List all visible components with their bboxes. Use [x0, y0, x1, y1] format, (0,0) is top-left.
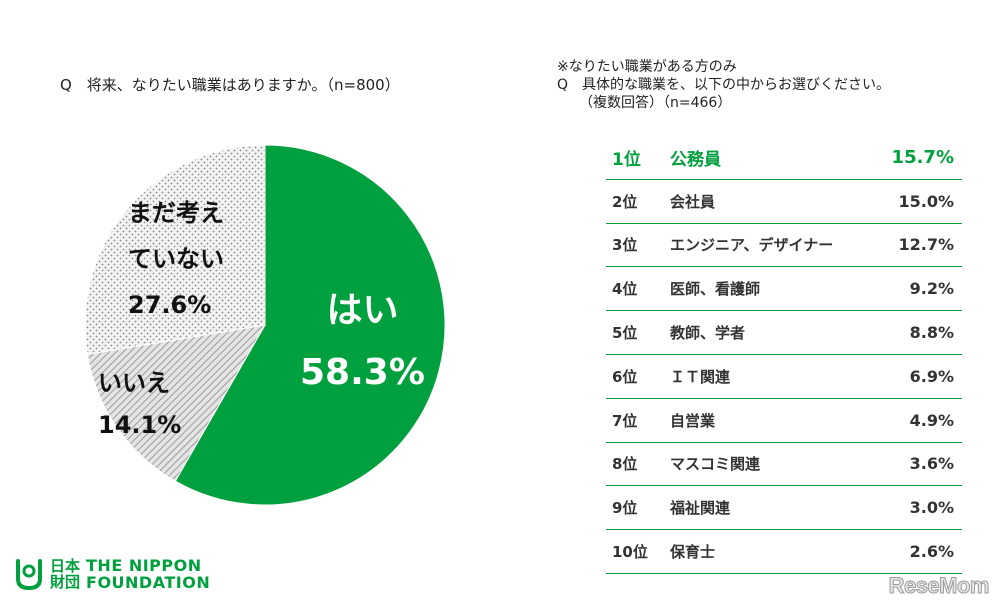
pie-label-yes: はい 58.3% [300, 280, 425, 404]
ranking-job: 公務員 [670, 149, 721, 170]
nippon-foundation-mark-icon [16, 559, 42, 591]
ranking-row: 5位 教師、学者 8.8% [606, 311, 962, 355]
right-note-line2: Q 具体的な職業を、以下の中からお選びください。 [557, 77, 891, 93]
logo-en: THE NIPPON FOUNDATION [86, 557, 210, 591]
ranking-percent: 12.7% [898, 235, 954, 255]
left-question: Q 将来、なりたい職業はありますか。（n=800） [60, 76, 400, 94]
ranking-row: 7位 自営業 4.9% [606, 399, 962, 443]
pie-label-undecided-line1: まだ考え [128, 199, 224, 227]
ranking-job: ＩＴ関連 [670, 367, 731, 386]
logo-jp-line1: 日本 [50, 557, 81, 575]
ranking-rank: 2位 [612, 192, 638, 211]
pie-label-no: いいえ 14.1% [98, 362, 181, 446]
right-question: ※なりたい職業がある方のみ Q 具体的な職業を、以下の中からお選びください。 （… [557, 58, 890, 112]
ranking-rank: 9位 [612, 499, 638, 518]
ranking-rank: 4位 [612, 280, 638, 299]
nippon-foundation-logo: 日本 財団 THE NIPPON FOUNDATION [14, 556, 210, 592]
logo-en-line2: FOUNDATION [86, 573, 211, 592]
ranking-percent: 3.6% [909, 454, 954, 474]
ranking-percent: 8.8% [909, 323, 954, 343]
ranking-job: 医師、看護師 [670, 280, 761, 299]
pie-label-yes-name: はい [326, 290, 399, 331]
logo-jp-line2: 財団 [50, 573, 81, 591]
ranking-row: 4位 医師、看護師 9.2% [606, 267, 962, 312]
right-note-line3: （複数回答）（n=466） [579, 95, 732, 111]
ranking-table: 1位 公務員 15.7% 2位 会社員 15.0% 3位 エンジニア、デザイナー 12.7% 4位… [606, 136, 962, 574]
ranking-rank: 1位 [612, 149, 641, 170]
ranking-percent: 9.2% [909, 279, 954, 299]
ranking-percent: 15.7% [891, 146, 954, 168]
pie-chart [80, 140, 450, 510]
ranking-row: 3位 エンジニア、デザイナー 12.7% [606, 224, 962, 268]
ranking-rank: 5位 [612, 324, 638, 343]
logo-en-line1: THE NIPPON [86, 556, 202, 575]
ranking-percent: 3.0% [909, 498, 954, 518]
right-note-line1: ※なりたい職業がある方のみ [557, 59, 737, 75]
ranking-row: 8位 マスコミ関連 3.6% [606, 443, 962, 487]
ranking-job: 会社員 [670, 192, 716, 211]
ranking-job: 保育士 [670, 543, 716, 562]
pie-slice-no [86, 324, 266, 482]
ranking-percent: 15.0% [898, 191, 954, 211]
pie-label-no-name: いいえ [98, 369, 170, 397]
ranking-row: 6位 ＩＴ関連 6.9% [606, 355, 962, 399]
ranking-percent: 4.9% [909, 410, 954, 430]
ranking-rank: 6位 [612, 367, 638, 386]
pie-svg [84, 144, 446, 506]
ranking-rank: 8位 [612, 455, 638, 474]
ranking-row: 1位 公務員 15.7% [606, 136, 962, 180]
ranking-job: エンジニア、デザイナー [670, 236, 834, 255]
pie-label-undecided-value: 27.6% [128, 291, 212, 319]
ranking-job: 教師、学者 [670, 324, 746, 343]
pie-label-undecided: まだ考え ていない 27.6% [128, 190, 224, 328]
pie-slice-undecided [84, 144, 266, 355]
ranking-job: 福祉関連 [670, 499, 731, 518]
ranking-percent: 2.6% [909, 542, 954, 562]
pie-slice-yes [174, 144, 446, 506]
pie-label-undecided-line2: ていない [128, 245, 224, 273]
logo-jp: 日本 財団 [50, 558, 80, 590]
ranking-job: 自営業 [670, 411, 716, 430]
ranking-job: マスコミ関連 [670, 455, 761, 474]
resemom-watermark: ReseMom [888, 573, 990, 599]
ranking-rank: 3位 [612, 236, 638, 255]
ranking-rank: 10位 [612, 543, 648, 562]
pie-label-no-value: 14.1% [98, 411, 182, 439]
ranking-percent: 6.9% [909, 366, 954, 386]
ranking-row: 9位 福祉関連 3.0% [606, 486, 962, 531]
ranking-row: 2位 会社員 15.0% [606, 180, 962, 224]
pie-label-yes-value: 58.3% [300, 352, 425, 393]
ranking-rank: 7位 [612, 411, 638, 430]
ranking-row: 10位 保育士 2.6% [606, 530, 962, 574]
